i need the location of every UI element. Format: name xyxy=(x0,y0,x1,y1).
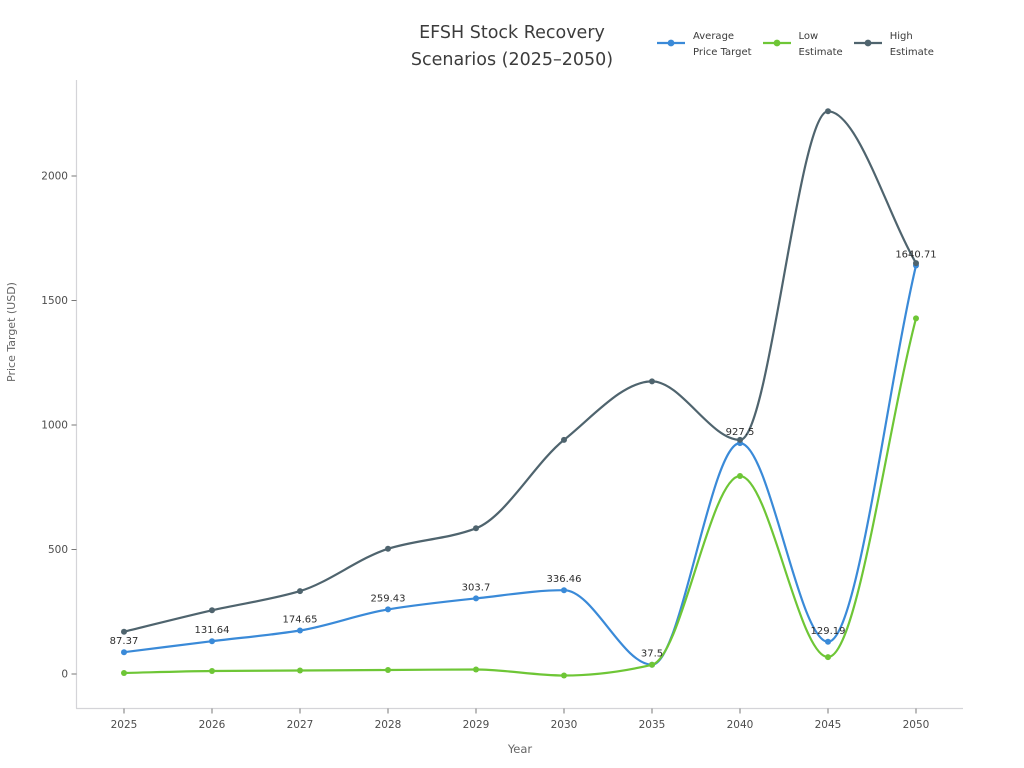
series-marker-low-estimate xyxy=(385,667,391,673)
data-label: 927.5 xyxy=(726,427,755,438)
series-marker-low-estimate xyxy=(737,473,743,479)
data-label: 87.37 xyxy=(110,636,139,647)
series-line-low-estimate xyxy=(122,317,918,677)
legend-label-line1: Low xyxy=(798,31,819,42)
data-label: 1640.71 xyxy=(895,250,936,261)
x-tick-label: 2029 xyxy=(463,719,490,731)
legend: Average Price Target Low Estimate High E… xyxy=(656,29,934,61)
series-marker-low-estimate xyxy=(121,670,127,676)
data-label: 303.7 xyxy=(462,582,491,593)
legend-label: Average Price Target xyxy=(693,29,752,61)
y-tick-label: 1000 xyxy=(41,420,68,432)
legend-label-line1: Average xyxy=(693,31,735,42)
legend-line-marker-icon xyxy=(853,39,882,47)
data-label: 129.19 xyxy=(811,626,846,637)
x-tick-label: 2028 xyxy=(375,719,402,731)
series-marker-low-estimate xyxy=(913,315,919,322)
legend-label: High Estimate xyxy=(890,29,934,61)
y-tick-label: 0 xyxy=(61,669,68,681)
series-marker-average-price-target xyxy=(473,595,479,602)
legend-label-line2: Estimate xyxy=(889,47,934,58)
y-tick-label: 500 xyxy=(48,544,68,556)
x-tick-label: 2050 xyxy=(903,719,930,731)
legend-marker-dot xyxy=(667,39,675,47)
series-line-high-estimate xyxy=(122,110,918,633)
series-marker-low-estimate xyxy=(297,667,303,674)
series-marker-average-price-target xyxy=(209,638,215,645)
x-tick-label: 2027 xyxy=(287,719,314,731)
series-marker-low-estimate xyxy=(473,666,479,673)
chart-title-line1: EFSH Stock Recovery xyxy=(419,23,605,43)
x-tick-label: 2045 xyxy=(815,719,842,731)
legend-item-high-estimate[interactable]: High Estimate xyxy=(853,29,934,61)
data-label: 336.46 xyxy=(547,574,582,585)
series-marker-average-price-target xyxy=(825,638,831,645)
y-tick-label: 2000 xyxy=(41,171,68,183)
series-marker-average-price-target xyxy=(121,649,127,656)
legend-line-marker-icon xyxy=(762,39,791,47)
legend-marker-dot xyxy=(773,39,780,47)
series-marker-average-price-target xyxy=(385,606,391,613)
legend-line-marker-icon xyxy=(657,39,685,47)
series-marker-high-estimate xyxy=(209,607,215,614)
series-marker-high-estimate xyxy=(561,436,567,443)
x-tick-label: 2040 xyxy=(727,719,754,731)
legend-label-line2: Price Target xyxy=(693,47,752,58)
series-marker-high-estimate xyxy=(913,260,919,267)
series-marker-low-estimate xyxy=(209,668,215,674)
legend-item-low-estimate[interactable]: Low Estimate xyxy=(762,29,843,61)
legend-marker-dot xyxy=(864,39,872,47)
y-axis-title: Price Target (USD) xyxy=(5,282,18,382)
series-marker-low-estimate xyxy=(561,672,567,679)
legend-label-line2: Estimate xyxy=(798,47,843,58)
series-marker-high-estimate xyxy=(473,525,479,532)
series-marker-high-estimate xyxy=(825,108,831,115)
x-tick-label: 2026 xyxy=(199,719,226,731)
x-axis-title: Year xyxy=(507,742,533,756)
y-tick-label: 1500 xyxy=(41,295,68,307)
series-marker-high-estimate xyxy=(297,588,303,595)
series-marker-high-estimate xyxy=(121,628,127,635)
data-label: 131.64 xyxy=(195,625,230,636)
x-tick-label: 2035 xyxy=(639,719,666,731)
series-marker-average-price-target xyxy=(297,627,303,634)
series-marker-high-estimate xyxy=(737,436,743,443)
chart-title: EFSH Stock Recovery Scenarios (2025–2050… xyxy=(312,20,712,74)
data-label: 174.65 xyxy=(283,615,318,626)
x-tick-label: 2030 xyxy=(551,719,578,731)
series-marker-high-estimate xyxy=(649,378,655,385)
chart-title-line2: Scenarios (2025–2050) xyxy=(410,50,614,70)
series-marker-high-estimate xyxy=(385,545,391,552)
legend-label-line1: High xyxy=(889,31,913,42)
data-label: 259.43 xyxy=(371,593,406,604)
series-marker-average-price-target xyxy=(561,587,567,594)
x-tick-label: 2025 xyxy=(111,719,138,731)
series-marker-low-estimate xyxy=(825,654,831,661)
data-label: 37.5 xyxy=(641,649,663,660)
legend-label: Low Estimate xyxy=(799,29,843,61)
legend-item-average-price-target[interactable]: Average Price Target xyxy=(656,29,752,61)
series-marker-low-estimate xyxy=(649,661,655,668)
